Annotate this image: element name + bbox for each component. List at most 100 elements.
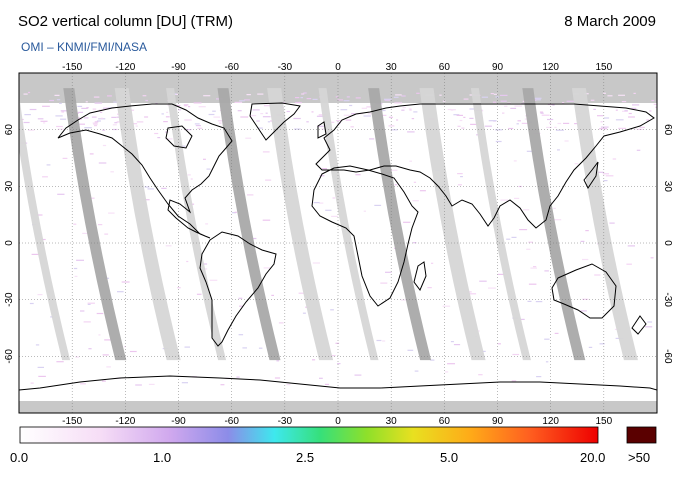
lat-tick-label: 30 [4, 180, 15, 192]
noise-speck [311, 111, 314, 113]
noise-speck [113, 101, 119, 103]
noise-speck [319, 202, 324, 204]
noise-speck [457, 184, 462, 186]
noise-speck [111, 116, 117, 118]
noise-speck [603, 117, 610, 119]
noise-speck [388, 116, 393, 118]
noise-speck [431, 262, 434, 264]
noise-speck [263, 267, 271, 269]
noise-speck [253, 237, 257, 240]
noise-speck [93, 96, 100, 98]
lon-tick-label: 0 [335, 416, 341, 427]
noise-speck [147, 188, 154, 190]
noise-speck [317, 125, 324, 127]
noise-speck [262, 151, 270, 153]
noise-speck [203, 158, 206, 160]
noise-speck [262, 116, 271, 118]
noise-speck [633, 92, 636, 94]
coast-antarctica [19, 375, 657, 391]
noise-speck [37, 294, 43, 296]
noise-speck [536, 376, 542, 378]
noise-speck [263, 105, 272, 107]
noise-speck [585, 230, 589, 232]
noise-speck [84, 127, 92, 129]
noise-speck [580, 240, 585, 242]
noise-speck [618, 94, 625, 96]
noise-speck [539, 111, 544, 113]
noise-speck [510, 107, 517, 109]
noise-speck [512, 353, 520, 356]
noise-speck [442, 100, 446, 102]
orbit-swath-gap [571, 88, 638, 361]
noise-speck [337, 363, 341, 365]
noise-speck [294, 128, 301, 130]
noise-speck [649, 110, 652, 112]
noise-speck [332, 197, 336, 199]
noise-speck [645, 326, 653, 328]
noise-speck [469, 108, 476, 110]
noise-speck [345, 119, 352, 121]
noise-speck [300, 97, 303, 99]
noise-speck [546, 126, 552, 128]
noise-speck [628, 116, 635, 118]
noise-speck [602, 173, 609, 175]
lat-tick-label: 0 [4, 240, 15, 246]
noise-speck [50, 316, 53, 318]
noise-speck [394, 184, 398, 186]
noise-speck [376, 339, 382, 342]
noise-speck [244, 99, 250, 101]
noise-speck [29, 108, 37, 111]
noise-speck [481, 350, 486, 352]
noise-speck [363, 210, 366, 212]
noise-speck [196, 293, 202, 295]
noise-speck [343, 114, 352, 116]
noise-speck [247, 194, 254, 196]
noise-speck [609, 222, 615, 224]
noise-speck [74, 275, 78, 277]
noise-speck [497, 273, 505, 275]
noise-speck [75, 356, 80, 358]
noise-speck [632, 104, 640, 106]
noise-speck [23, 93, 28, 95]
noise-speck [267, 121, 270, 123]
noise-speck [488, 120, 497, 122]
noise-speck [83, 321, 91, 323]
noise-speck [447, 363, 455, 365]
noise-speck [390, 169, 398, 171]
noise-speck [108, 212, 115, 214]
noise-speck [102, 129, 106, 131]
noise-speck [319, 377, 323, 379]
axis-labels: -150 -150 -120 -120 -90 -90 -60 -60 -30 -30 0 0 30 30… [4, 62, 673, 427]
noise-speck [298, 292, 304, 294]
noise-speck [231, 212, 236, 214]
lon-tick-label: -60 [224, 416, 239, 427]
noise-speck [190, 178, 193, 180]
noise-speck [393, 96, 399, 98]
noise-speck [77, 105, 83, 107]
noise-speck [335, 120, 342, 122]
noise-speck [492, 101, 497, 103]
noise-speck [495, 140, 502, 143]
noise-speck [554, 126, 557, 128]
noise-speck [37, 118, 44, 120]
graticule [19, 73, 657, 413]
noise-speck [195, 125, 201, 127]
orbit-swath-gap [166, 88, 227, 361]
noise-speck [93, 123, 98, 125]
noise-speck [43, 122, 46, 124]
noise-speck [104, 339, 112, 341]
noise-speck [646, 119, 650, 121]
noise-speck [533, 266, 537, 268]
orbit-swath-gap [368, 88, 432, 361]
noise-speck [62, 157, 68, 159]
noise-speck [588, 346, 593, 348]
noise-speck [165, 138, 173, 140]
noise-speck [103, 107, 110, 109]
noise-speck [517, 120, 521, 122]
noise-speck [562, 102, 565, 104]
noise-speck [400, 299, 406, 301]
noise-speck [194, 123, 200, 125]
noise-speck [101, 380, 106, 382]
noise-speck [306, 98, 312, 100]
noise-speck [459, 119, 463, 122]
